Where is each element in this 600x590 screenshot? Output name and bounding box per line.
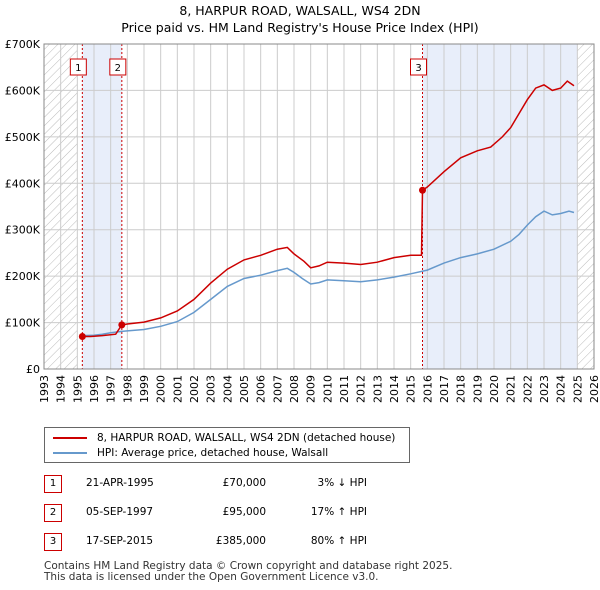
chart-title: 8, HARPUR ROAD, WALSALL, WS4 2DN <box>179 3 421 18</box>
x-tick-label: 1996 <box>88 375 101 403</box>
x-tick-label: 2007 <box>271 375 284 403</box>
y-tick-label: £400K <box>5 177 41 190</box>
x-tick-label: 2016 <box>421 375 434 403</box>
x-tick-label: 2014 <box>388 375 401 403</box>
x-tick-label: 2019 <box>471 375 484 403</box>
x-tick-label: 2017 <box>438 375 451 403</box>
x-tick-label: 2021 <box>505 375 518 403</box>
x-tick-label: 1995 <box>71 375 84 403</box>
sales-table: 1 21-APR-1995 £70,000 3% ↓ HPI 2 05-SEP-… <box>44 472 464 559</box>
sale-date: 17-SEP-2015 <box>86 535 154 547</box>
x-tick-label: 2000 <box>155 375 168 403</box>
sale-price: £70,000 <box>222 477 266 489</box>
x-tick-label: 2010 <box>321 375 334 403</box>
owned-period-shade <box>82 44 122 369</box>
x-tick-label: 2004 <box>221 375 234 403</box>
legend-swatch-hpi <box>53 452 87 454</box>
x-tick-label: 2024 <box>555 375 568 403</box>
footer-line-1: Contains HM Land Registry data © Crown c… <box>44 560 453 572</box>
sale-marker-label: 1 <box>75 63 81 74</box>
sale-point <box>78 333 86 340</box>
legend: 8, HARPUR ROAD, WALSALL, WS4 2DN (detach… <box>44 427 410 463</box>
sale-hpi-change: 17% ↑ HPI <box>310 506 367 518</box>
footer-attribution: Contains HM Land Registry data © Crown c… <box>44 561 452 583</box>
x-tick-label: 2002 <box>188 375 201 403</box>
x-tick-label: 2013 <box>371 375 384 403</box>
x-tick-label: 1994 <box>55 375 68 403</box>
sale-price: £95,000 <box>222 506 266 518</box>
sale-row-2: 2 05-SEP-1997 £95,000 17% ↑ HPI <box>44 501 464 530</box>
sale-marker-label: 2 <box>115 63 121 74</box>
x-tick-label: 1999 <box>138 375 151 403</box>
x-tick-label: 1993 <box>38 375 51 403</box>
x-tick-label: 2011 <box>338 375 351 403</box>
x-tick-label: 2009 <box>305 375 318 403</box>
sale-row-1: 1 21-APR-1995 £70,000 3% ↓ HPI <box>44 472 464 501</box>
sale-date: 05-SEP-1997 <box>86 506 154 518</box>
sale-price: £385,000 <box>215 535 266 547</box>
no-data-hatch <box>577 44 594 369</box>
sale-date: 21-APR-1995 <box>86 477 154 489</box>
sale-marker-badge <box>410 58 427 76</box>
x-tick-label: 2026 <box>588 375 600 403</box>
x-tick-label: 2006 <box>255 375 268 403</box>
x-tick-label: 1998 <box>121 375 134 403</box>
y-tick-label: £0 <box>26 363 40 376</box>
x-tick-label: 2005 <box>238 375 251 403</box>
series-line <box>82 210 575 337</box>
y-tick-label: £700K <box>5 38 41 51</box>
legend-item-property: 8, HARPUR ROAD, WALSALL, WS4 2DN (detach… <box>53 431 395 445</box>
sale-row-3: 3 17-SEP-2015 £385,000 80% ↑ HPI <box>44 530 464 559</box>
sale-hpi-change: 3% ↓ HPI <box>317 477 367 489</box>
sale-hpi-change: 80% ↑ HPI <box>310 535 367 547</box>
x-tick-label: 2018 <box>455 375 468 403</box>
y-tick-label: £500K <box>5 131 41 144</box>
sale-point <box>419 186 426 194</box>
series-line <box>82 80 575 338</box>
legend-item-hpi: HPI: Average price, detached house, Wals… <box>53 446 328 460</box>
x-tick-label: 2015 <box>405 375 418 403</box>
legend-label-property: 8, HARPUR ROAD, WALSALL, WS4 2DN (detach… <box>97 432 396 444</box>
legend-swatch-property <box>53 437 87 439</box>
sale-point <box>118 321 126 329</box>
sale-marker-badge <box>69 58 87 76</box>
price-chart: 1 2 3 £0 £100K £200K £300K £400K £500K £600K £700… <box>5 38 600 403</box>
x-tick-label: 2008 <box>288 375 301 403</box>
y-tick-label: £100K <box>5 317 41 330</box>
sale-marker-badge <box>109 58 127 76</box>
x-tick-label: 1997 <box>105 375 118 403</box>
legend-label-hpi: HPI: Average price, detached house, Wals… <box>97 447 329 459</box>
sale-number-badge: 3 <box>44 533 62 551</box>
plot-frame <box>43 43 595 370</box>
y-tick-label: £600K <box>5 84 41 97</box>
footer-line-2: This data is licensed under the Open Gov… <box>44 571 379 583</box>
chart-title-block: 8, HARPUR ROAD, WALSALL, WS4 2DN Price p… <box>0 2 600 36</box>
sale-number-badge: 2 <box>44 504 62 522</box>
y-tick-label: £300K <box>5 224 41 237</box>
x-tick-label: 2023 <box>538 375 551 403</box>
x-tick-label: 2020 <box>488 375 501 403</box>
x-tick-label: 2012 <box>355 375 368 403</box>
y-tick-label: £200K <box>5 270 41 283</box>
sale-marker-label: 3 <box>415 63 421 74</box>
chart-subtitle: Price paid vs. HM Land Registry's House … <box>121 20 479 35</box>
x-tick-label: 2025 <box>571 375 584 403</box>
x-tick-label: 2001 <box>171 375 184 403</box>
x-tick-label: 2003 <box>205 375 218 403</box>
sale-number-badge: 1 <box>44 475 62 493</box>
owned-period-shade <box>422 44 578 369</box>
x-tick-label: 2022 <box>521 375 534 403</box>
